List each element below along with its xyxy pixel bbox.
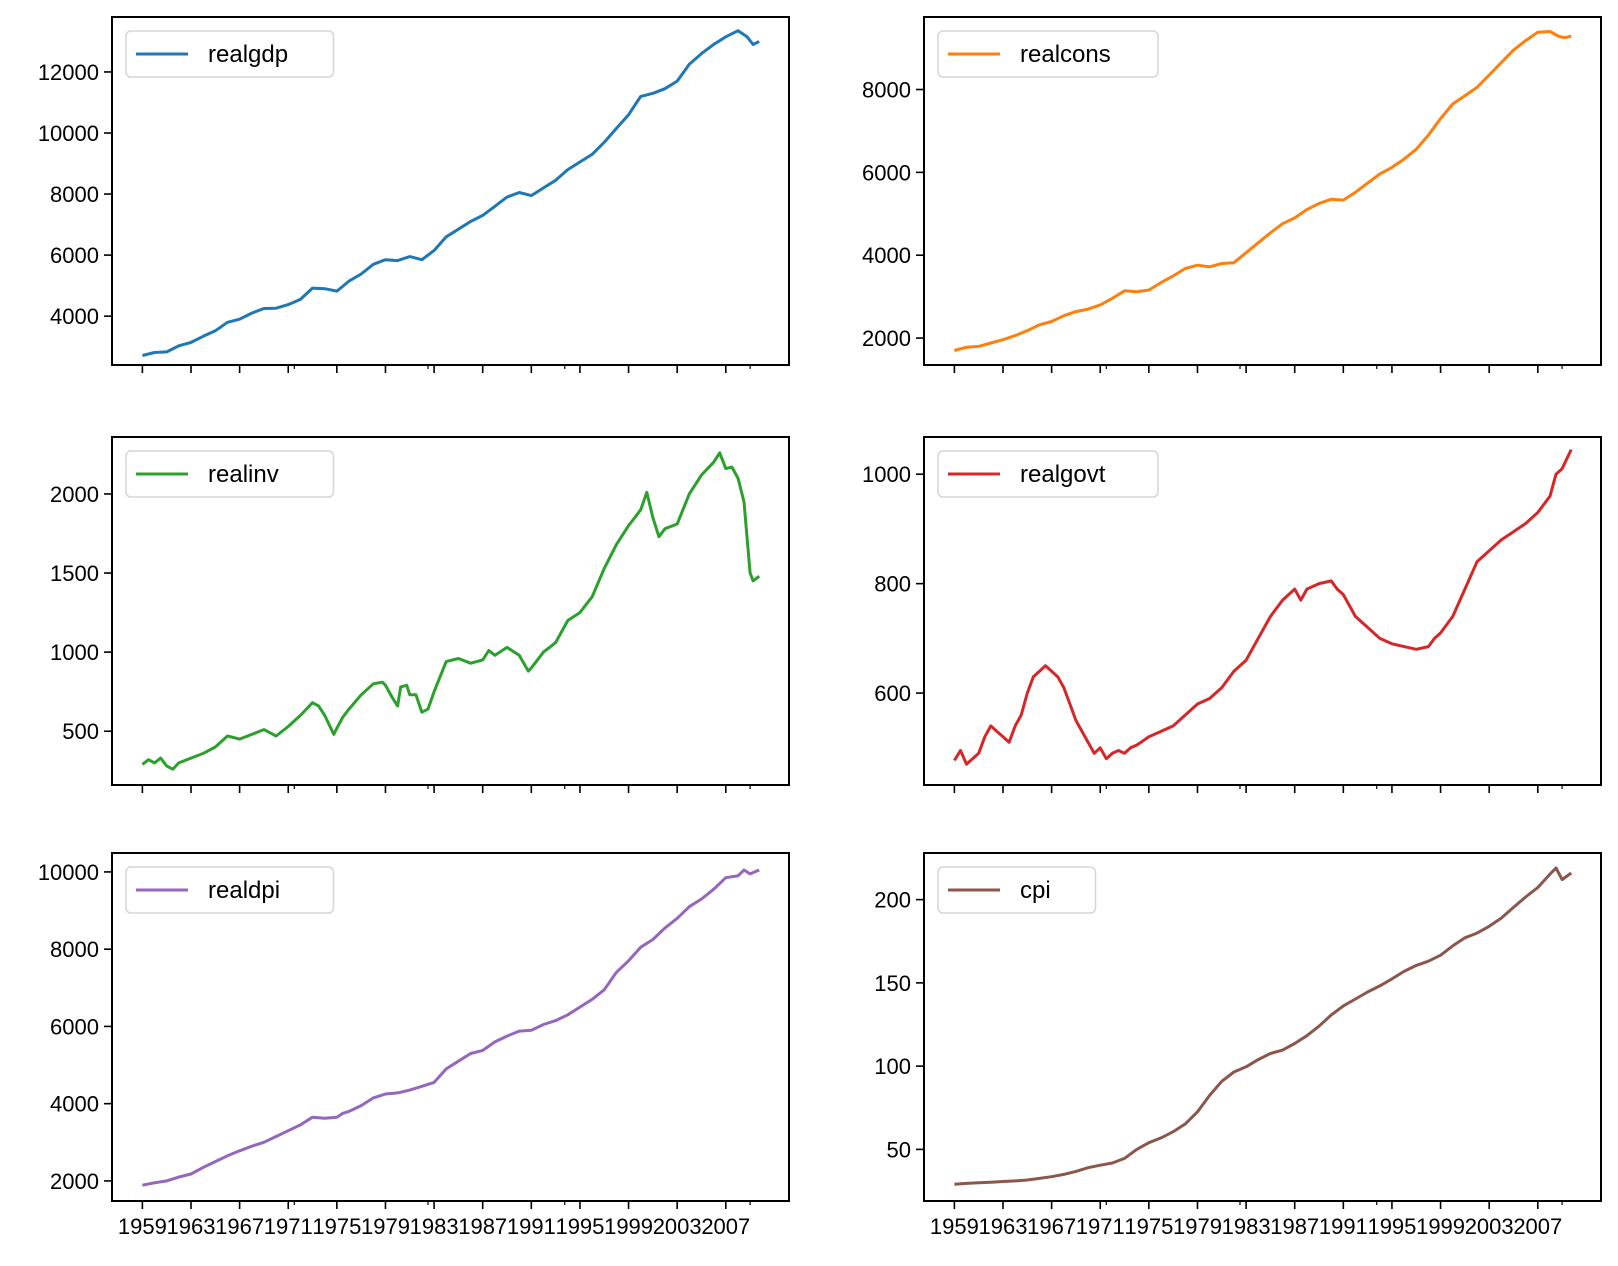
legend-box	[937, 30, 1159, 78]
legend: realdpi	[125, 866, 335, 914]
legend-label: realcons	[1020, 41, 1111, 68]
subplot-realinv: 500 1000 1500 2000 realinv	[50, 436, 790, 793]
x-tick-label: 2003	[653, 1214, 702, 1239]
axes-frame	[111, 436, 790, 786]
axes-frame	[111, 16, 790, 366]
legend: realcons	[937, 30, 1159, 78]
y-tick-label: 1000	[862, 462, 911, 487]
series-line-realinv	[141, 451, 761, 771]
axes-frame	[923, 852, 1602, 1202]
subplot-realgdp: 4000 6000 8000 10000 12000 realgdp	[38, 16, 790, 373]
x-tick-label: 2003	[1465, 1214, 1514, 1239]
y-tick-label: 500	[62, 719, 99, 744]
x-tick-label: 1979	[1173, 1214, 1222, 1239]
x-tick-label: 1983	[410, 1214, 459, 1239]
y-tick-label: 2000	[862, 326, 911, 351]
subplot-realgovt: 600 800 1000 realgovt	[862, 436, 1602, 793]
y-tick-label: 1500	[50, 561, 99, 586]
y-tick-label: 4000	[862, 243, 911, 268]
y-tick-label: 800	[874, 572, 911, 597]
axes-frame	[923, 16, 1602, 366]
x-tick-label: 1995	[1367, 1214, 1416, 1239]
x-tick-label: 2007	[1513, 1214, 1562, 1239]
legend: realgdp	[125, 30, 335, 78]
y-tick-label: 8000	[50, 937, 99, 962]
x-tick-label: 1971	[264, 1214, 313, 1239]
legend-box	[125, 30, 335, 78]
x-tick-label: 1999	[604, 1214, 653, 1239]
y-tick-label: 2000	[50, 482, 99, 507]
legend: realinv	[125, 450, 335, 498]
legend-label: realdpi	[208, 877, 280, 904]
y-tick-label: 12000	[38, 60, 99, 85]
x-tick-label: 1959	[930, 1214, 979, 1239]
legend-label: realgovt	[1020, 461, 1106, 488]
legend-box	[937, 450, 1159, 498]
series-line-realgdp	[142, 29, 760, 357]
series-line-cpi	[954, 866, 1573, 1186]
y-tick-label: 50	[887, 1137, 911, 1162]
legend-label: cpi	[1020, 877, 1051, 904]
x-tick-label: 1987	[458, 1214, 507, 1239]
x-tick-label: 1983	[1222, 1214, 1271, 1239]
x-tick-label: 1971	[1076, 1214, 1125, 1239]
x-tick-label: 1987	[1270, 1214, 1319, 1239]
y-tick-label: 150	[874, 971, 911, 996]
legend-box	[125, 450, 335, 498]
y-tick-label: 4000	[50, 304, 99, 329]
legend-label: realinv	[208, 461, 279, 488]
y-tick-label: 6000	[50, 243, 99, 268]
x-tick-label: 1975	[1124, 1214, 1173, 1239]
x-tick-label: 1963	[979, 1214, 1028, 1239]
y-tick-label: 100	[874, 1054, 911, 1079]
legend: cpi	[937, 866, 1097, 914]
x-tick-label: 1967	[1027, 1214, 1076, 1239]
x-tick-label: 1959	[118, 1214, 167, 1239]
legend-box	[125, 866, 335, 914]
legend: realgovt	[937, 450, 1159, 498]
x-tick-label: 1963	[167, 1214, 216, 1239]
axes-frame	[923, 436, 1602, 786]
x-tick-label: 1979	[361, 1214, 410, 1239]
y-tick-label: 6000	[50, 1014, 99, 1039]
y-tick-label: 4000	[50, 1092, 99, 1117]
y-tick-label: 6000	[862, 160, 911, 185]
y-tick-label: 10000	[38, 860, 99, 885]
y-tick-label: 200	[874, 888, 911, 913]
series-line-realgovt	[953, 448, 1573, 766]
subplot-realcons: 2000 4000 6000 8000 realcons	[862, 16, 1602, 373]
y-tick-label: 10000	[38, 121, 99, 146]
y-tick-label: 8000	[862, 78, 911, 103]
x-tick-label: 1967	[215, 1214, 264, 1239]
y-tick-label: 2000	[50, 1169, 99, 1194]
series-line-realdpi	[142, 868, 760, 1187]
y-tick-label: 600	[874, 681, 911, 706]
series-line-realcons	[954, 30, 1572, 352]
x-tick-label: 1995	[555, 1214, 604, 1239]
y-tick-label: 1000	[50, 640, 99, 665]
x-tick-label: 2007	[701, 1214, 750, 1239]
x-tick-label: 1975	[312, 1214, 361, 1239]
x-tick-label: 1991	[1319, 1214, 1368, 1239]
y-tick-label: 8000	[50, 182, 99, 207]
x-tick-label: 1999	[1416, 1214, 1465, 1239]
legend-label: realgdp	[208, 41, 288, 68]
x-tick-label: 1991	[507, 1214, 556, 1239]
legend-box	[937, 866, 1097, 914]
